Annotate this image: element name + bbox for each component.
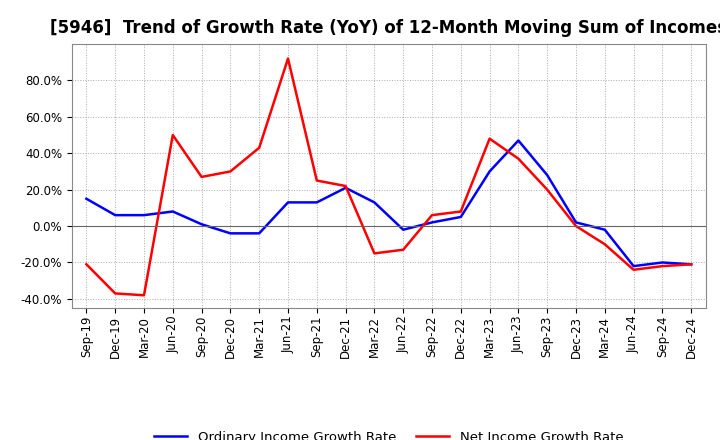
Ordinary Income Growth Rate xyxy=(399,227,408,232)
Net Income Growth Rate xyxy=(111,291,120,296)
Net Income Growth Rate xyxy=(428,213,436,218)
Ordinary Income Growth Rate xyxy=(629,264,638,269)
Line: Net Income Growth Rate: Net Income Growth Rate xyxy=(86,59,691,295)
Ordinary Income Growth Rate xyxy=(284,200,292,205)
Ordinary Income Growth Rate xyxy=(312,200,321,205)
Net Income Growth Rate xyxy=(543,187,552,192)
Ordinary Income Growth Rate xyxy=(140,213,148,218)
Net Income Growth Rate xyxy=(168,132,177,138)
Net Income Growth Rate xyxy=(456,209,465,214)
Ordinary Income Growth Rate xyxy=(485,169,494,174)
Ordinary Income Growth Rate xyxy=(168,209,177,214)
Ordinary Income Growth Rate xyxy=(658,260,667,265)
Title: [5946]  Trend of Growth Rate (YoY) of 12-Month Moving Sum of Incomes: [5946] Trend of Growth Rate (YoY) of 12-… xyxy=(50,19,720,37)
Net Income Growth Rate xyxy=(82,262,91,267)
Ordinary Income Growth Rate xyxy=(600,227,609,232)
Line: Ordinary Income Growth Rate: Ordinary Income Growth Rate xyxy=(86,140,691,266)
Net Income Growth Rate xyxy=(370,251,379,256)
Ordinary Income Growth Rate xyxy=(687,262,696,267)
Net Income Growth Rate xyxy=(312,178,321,183)
Ordinary Income Growth Rate xyxy=(82,196,91,202)
Legend: Ordinary Income Growth Rate, Net Income Growth Rate: Ordinary Income Growth Rate, Net Income … xyxy=(149,425,629,440)
Net Income Growth Rate xyxy=(658,264,667,269)
Ordinary Income Growth Rate xyxy=(226,231,235,236)
Ordinary Income Growth Rate xyxy=(111,213,120,218)
Ordinary Income Growth Rate xyxy=(341,185,350,191)
Net Income Growth Rate xyxy=(226,169,235,174)
Net Income Growth Rate xyxy=(255,145,264,150)
Ordinary Income Growth Rate xyxy=(370,200,379,205)
Ordinary Income Growth Rate xyxy=(514,138,523,143)
Net Income Growth Rate xyxy=(140,293,148,298)
Net Income Growth Rate xyxy=(341,183,350,189)
Net Income Growth Rate xyxy=(687,262,696,267)
Ordinary Income Growth Rate xyxy=(197,222,206,227)
Ordinary Income Growth Rate xyxy=(255,231,264,236)
Net Income Growth Rate xyxy=(399,247,408,253)
Net Income Growth Rate xyxy=(485,136,494,141)
Ordinary Income Growth Rate xyxy=(543,172,552,178)
Net Income Growth Rate xyxy=(197,174,206,180)
Net Income Growth Rate xyxy=(629,267,638,272)
Ordinary Income Growth Rate xyxy=(456,214,465,220)
Net Income Growth Rate xyxy=(572,224,580,229)
Net Income Growth Rate xyxy=(514,156,523,161)
Net Income Growth Rate xyxy=(600,242,609,247)
Ordinary Income Growth Rate xyxy=(428,220,436,225)
Net Income Growth Rate xyxy=(284,56,292,61)
Ordinary Income Growth Rate xyxy=(572,220,580,225)
